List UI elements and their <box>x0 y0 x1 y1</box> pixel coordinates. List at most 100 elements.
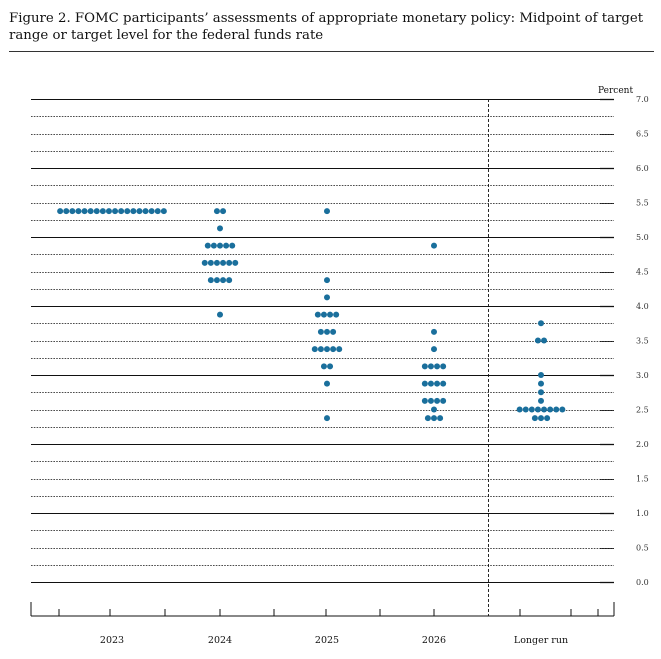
rate-dot <box>427 380 434 387</box>
y-tick-label: 0.0 <box>636 578 649 587</box>
rate-dot <box>421 397 428 404</box>
rate-dot <box>431 328 437 335</box>
gridlines <box>31 98 614 584</box>
rate-dot <box>531 415 538 422</box>
rate-dot <box>142 208 149 215</box>
rate-dot <box>93 208 100 215</box>
rate-dot <box>431 346 437 353</box>
rate-dot <box>538 372 544 378</box>
y-tick-label: 4.0 <box>636 302 649 311</box>
rate-dot <box>160 208 167 215</box>
rate-dot <box>204 242 211 249</box>
rate-dot <box>437 415 444 422</box>
rate-dot <box>220 277 227 284</box>
y-tick-label: 0.5 <box>636 544 649 553</box>
rate-dot <box>213 208 220 215</box>
category-label: 2025 <box>315 635 339 646</box>
rate-dot <box>324 208 330 215</box>
rate-dot <box>336 346 343 353</box>
rate-dot <box>427 397 434 404</box>
rate-dot <box>434 397 441 404</box>
rate-dot <box>154 208 161 215</box>
y-tick-label: 2.0 <box>636 440 649 449</box>
rate-dot <box>324 328 330 335</box>
rate-dot <box>330 346 337 353</box>
rate-dot <box>553 406 560 413</box>
rate-dot <box>421 363 428 370</box>
rate-dot <box>124 208 131 215</box>
category-label: 2024 <box>208 635 232 646</box>
dots <box>57 208 566 422</box>
rate-dot <box>317 328 324 335</box>
rate-dot <box>207 259 214 266</box>
rate-dot <box>434 380 441 387</box>
rate-dot <box>516 406 523 413</box>
rate-dot <box>213 259 220 266</box>
rate-dot <box>320 363 327 370</box>
rate-dot <box>538 320 544 327</box>
rate-dot <box>311 346 318 353</box>
rate-dot <box>324 294 330 301</box>
rate-dot <box>81 208 88 215</box>
rate-dot <box>333 311 340 318</box>
rate-dot <box>324 380 330 387</box>
rate-dot <box>440 363 447 370</box>
figure-title: Figure 2. FOMC participants’ assessments… <box>9 11 644 43</box>
rate-dot <box>544 415 551 422</box>
rate-dot <box>541 337 548 344</box>
rate-dot <box>118 208 125 215</box>
rate-dot <box>534 406 541 413</box>
y-tick-label: 6.0 <box>636 164 649 173</box>
rate-dot <box>421 380 428 387</box>
rate-dot <box>63 208 70 215</box>
rate-dot <box>324 346 330 353</box>
y-tick-label: 1.5 <box>636 475 649 484</box>
rate-dot <box>427 363 434 370</box>
rate-dot <box>424 415 431 422</box>
rate-dot <box>327 311 334 318</box>
rate-dot <box>210 242 217 249</box>
rate-dot <box>440 380 447 387</box>
rate-dot <box>223 242 230 249</box>
rate-dot <box>213 277 220 284</box>
rate-dot <box>57 208 64 215</box>
rate-dot <box>528 406 535 413</box>
rate-dot <box>327 363 334 370</box>
rate-dot <box>220 259 227 266</box>
y-axis-unit-label: Percent <box>598 86 633 96</box>
rate-dot <box>229 242 236 249</box>
rate-dot <box>431 406 437 413</box>
y-tick-label: 7.0 <box>636 95 649 104</box>
rate-dot <box>324 277 330 284</box>
rate-dot <box>534 337 541 344</box>
rate-dot <box>431 415 437 422</box>
rate-dot <box>75 208 82 215</box>
rate-dot <box>317 346 324 353</box>
axes: 0.0 0.5 1.0 1.5 2.0 2.5 3.0 3.5 4.0 4.5 5.0 5.5 6.0 6… <box>30 95 649 646</box>
rate-dot <box>538 389 544 396</box>
y-tick-label: 4.5 <box>636 268 649 277</box>
rate-dot <box>538 415 544 422</box>
rate-dot <box>217 242 223 249</box>
title-rule <box>9 51 654 52</box>
rate-dot <box>431 242 437 249</box>
rate-dot <box>320 311 327 318</box>
y-tick-label: 3.5 <box>636 337 649 346</box>
rate-dot <box>330 328 337 335</box>
y-tick-label: 5.5 <box>636 199 649 208</box>
rate-dot <box>232 259 239 266</box>
rate-dot <box>112 208 119 215</box>
rate-dot <box>434 363 441 370</box>
y-tick-label: 2.5 <box>636 406 649 415</box>
rate-dot <box>547 406 554 413</box>
y-tick-label: 3.0 <box>636 371 649 380</box>
rate-dot <box>136 208 143 215</box>
rate-dot <box>538 380 544 387</box>
rate-dot <box>87 208 94 215</box>
rate-dot <box>226 277 233 284</box>
y-tick-label: 6.5 <box>636 130 649 139</box>
rate-dot <box>226 259 233 266</box>
y-tick-label: 5.0 <box>636 233 649 242</box>
rate-dot <box>201 259 208 266</box>
